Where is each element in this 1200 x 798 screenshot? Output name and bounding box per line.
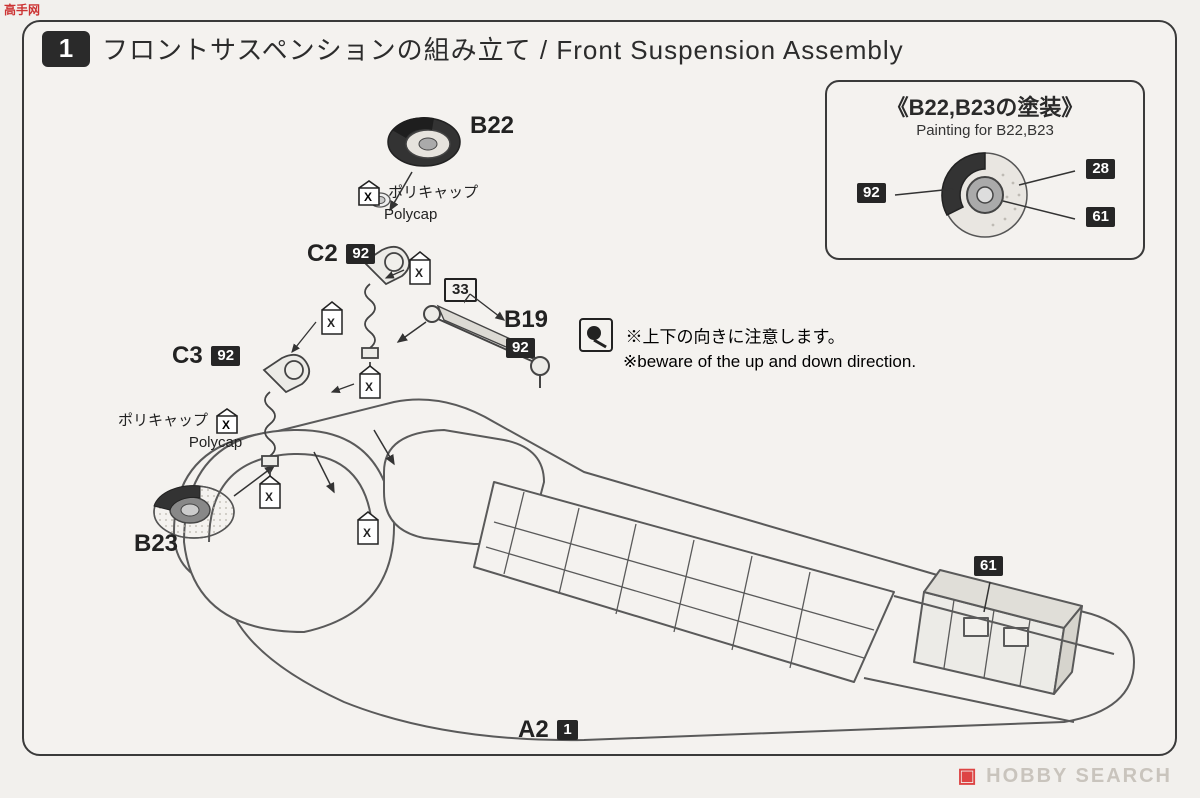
assembly-diagram: X X X X X: [24, 22, 1179, 758]
watermark-text: HOBBY SEARCH: [986, 765, 1172, 787]
label-c2: C2 92: [307, 240, 375, 268]
polycap-left-jp: ポリキャップ: [118, 412, 208, 429]
label-a2: A2 1: [518, 716, 578, 744]
label-b22-text: B22: [470, 112, 514, 139]
polycap-left-en: Polycap: [189, 434, 242, 451]
corner-logo: 高手网: [4, 4, 40, 16]
polycap-top: X ポリキャップ Polycap: [354, 180, 478, 223]
svg-text:X: X: [415, 266, 423, 280]
svg-text:X: X: [365, 380, 373, 394]
note-icon: [579, 318, 613, 352]
watermark-prefix: ▣: [958, 765, 986, 787]
svg-text:X: X: [222, 418, 230, 432]
code-b19-92: 92: [506, 338, 535, 358]
svg-text:X: X: [364, 190, 372, 204]
label-a2-text: A2: [518, 716, 549, 743]
note-jp: ※上下の向きに注意します。: [625, 328, 844, 347]
label-b22: B22: [470, 112, 514, 140]
polycap-icon: X: [358, 180, 380, 206]
polycap-jp: ポリキャップ: [388, 184, 478, 201]
polycap-left-icon: X: [216, 408, 238, 434]
code-c3: 92: [211, 346, 240, 366]
watermark: ▣ HOBBY SEARCH: [958, 763, 1172, 788]
code-a2: 1: [557, 720, 577, 740]
label-b23: B23: [134, 530, 178, 558]
svg-text:X: X: [327, 316, 335, 330]
code-c2: 92: [346, 244, 375, 264]
code-rear-61: 61: [974, 556, 1003, 576]
code-61: 61: [974, 556, 1003, 576]
instruction-frame: 1 フロントサスペンションの組み立て / Front Suspension As…: [22, 20, 1177, 756]
label-b19-text: B19: [504, 306, 548, 333]
note-en: ※beware of the up and down direction.: [623, 352, 916, 371]
polycap-en: Polycap: [384, 206, 437, 223]
label-b19: B19 92: [504, 306, 548, 362]
svg-text:X: X: [363, 526, 371, 540]
note-block: ※上下の向きに注意します。 ※beware of the up and down…: [579, 318, 916, 372]
label-b23-text: B23: [134, 530, 178, 557]
polycap-left: ポリキャップ X Polycap: [118, 408, 242, 451]
svg-text:X: X: [265, 490, 273, 504]
label-c3-text: C3: [172, 342, 203, 369]
label-c2-text: C2: [307, 240, 338, 267]
label-c3: C3 92: [172, 342, 240, 370]
